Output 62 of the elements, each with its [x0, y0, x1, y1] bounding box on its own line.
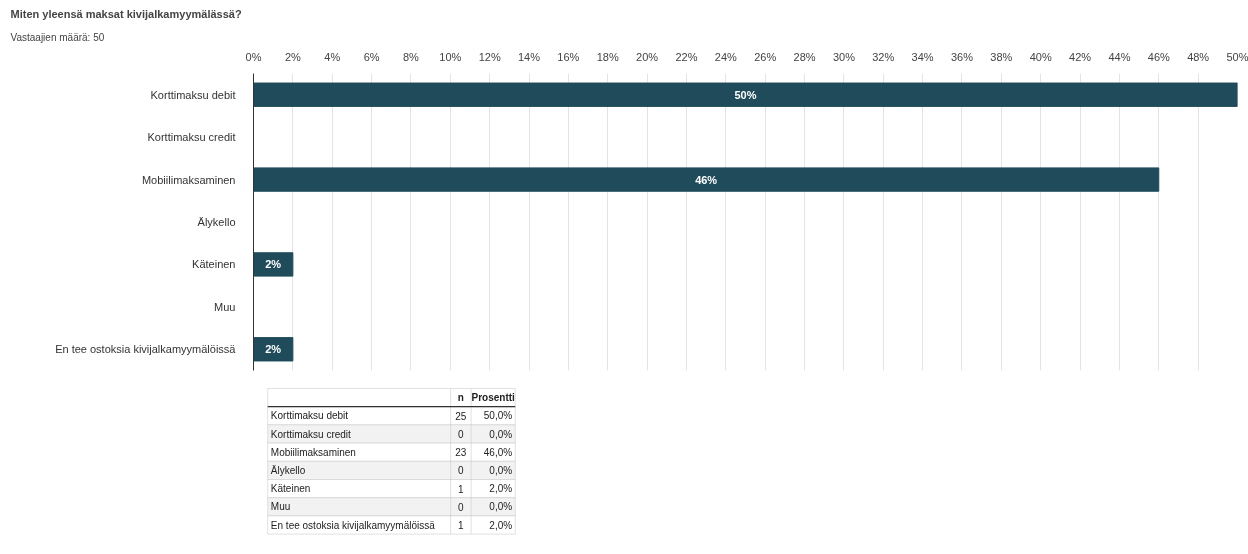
- text: 2,0%: [489, 483, 513, 495]
- text: 0: [458, 465, 465, 477]
- text: 23: [455, 447, 467, 459]
- x-tick-label: 0%: [245, 50, 262, 63]
- y-tick-label: Älykello: [197, 216, 236, 228]
- x-tick-label: 20%: [636, 50, 659, 63]
- text: 0: [458, 429, 465, 440]
- x-tick-label: 8%: [402, 50, 420, 63]
- category-label: Muu: [270, 501, 291, 513]
- text: n: [457, 392, 464, 404]
- text: 1: [458, 520, 465, 531]
- category-label: Käteinen: [270, 483, 311, 495]
- data-label: 46%: [695, 173, 718, 186]
- x-tick-label: 10%: [439, 50, 462, 63]
- data-label: 50%: [734, 88, 757, 101]
- x-tick-label: 36%: [950, 50, 974, 63]
- x-tick-label: 44%: [1108, 50, 1131, 63]
- text: Miten yleensä maksat kivijalkamyymälässä?: [10, 7, 242, 20]
- text: 50,0%: [483, 410, 513, 422]
- text: Prosentti: [471, 392, 516, 404]
- text: 0,0%: [489, 501, 513, 513]
- x-tick-label: 6%: [363, 50, 380, 63]
- text: 25: [455, 410, 467, 422]
- text: 0: [458, 501, 465, 513]
- text: 0,0%: [489, 428, 513, 440]
- x-tick-label: 12%: [478, 50, 501, 63]
- category-label: Älykello: [270, 464, 306, 476]
- x-tick-label: 16%: [557, 50, 580, 63]
- x-tick-label: 40%: [1029, 50, 1052, 63]
- x-tick-label: 48%: [1187, 50, 1210, 63]
- data-label: 2%: [265, 258, 282, 271]
- y-tick-label: Korttimaksu credit: [147, 131, 236, 144]
- text: 1: [458, 483, 465, 495]
- y-tick-label: En tee ostoksia kivijalkamyymälöissä: [55, 343, 237, 356]
- x-tick-label: 50%: [1226, 50, 1248, 63]
- category-label: Korttimaksu credit: [270, 428, 351, 440]
- x-tick-label: 30%: [832, 50, 856, 63]
- text: Vastaajien määrä: 50: [10, 31, 105, 43]
- y-tick-label: Muu: [214, 300, 236, 313]
- text: 2,0%: [489, 519, 513, 531]
- x-tick-label: 22%: [675, 50, 698, 63]
- x-tick-label: 18%: [596, 50, 619, 63]
- y-tick-label: Korttimaksu debit: [150, 88, 236, 101]
- text: 46,0%: [483, 446, 513, 458]
- category-label: Korttimaksu debit: [270, 410, 349, 422]
- x-tick-label: 2%: [284, 50, 302, 63]
- x-tick-label: 14%: [518, 50, 541, 63]
- y-tick-label: Mobiilimaksaminen: [141, 173, 236, 186]
- x-tick-label: 4%: [324, 50, 341, 63]
- x-tick-label: 42%: [1069, 50, 1092, 63]
- x-tick-label: 26%: [754, 50, 777, 63]
- data-label: 2%: [265, 343, 282, 356]
- y-tick-label: Käteinen: [192, 258, 236, 271]
- category-label: En tee ostoksia kivijalkamyymälöissä: [270, 519, 435, 531]
- x-tick-label: 32%: [872, 50, 895, 63]
- text: 0,0%: [489, 464, 513, 476]
- category-label: Mobiilimaksaminen: [270, 446, 356, 458]
- x-tick-label: 46%: [1147, 50, 1171, 63]
- x-tick-label: 34%: [911, 50, 934, 63]
- x-tick-label: 28%: [793, 50, 816, 63]
- x-tick-label: 38%: [990, 50, 1013, 63]
- x-tick-label: 24%: [714, 50, 738, 63]
